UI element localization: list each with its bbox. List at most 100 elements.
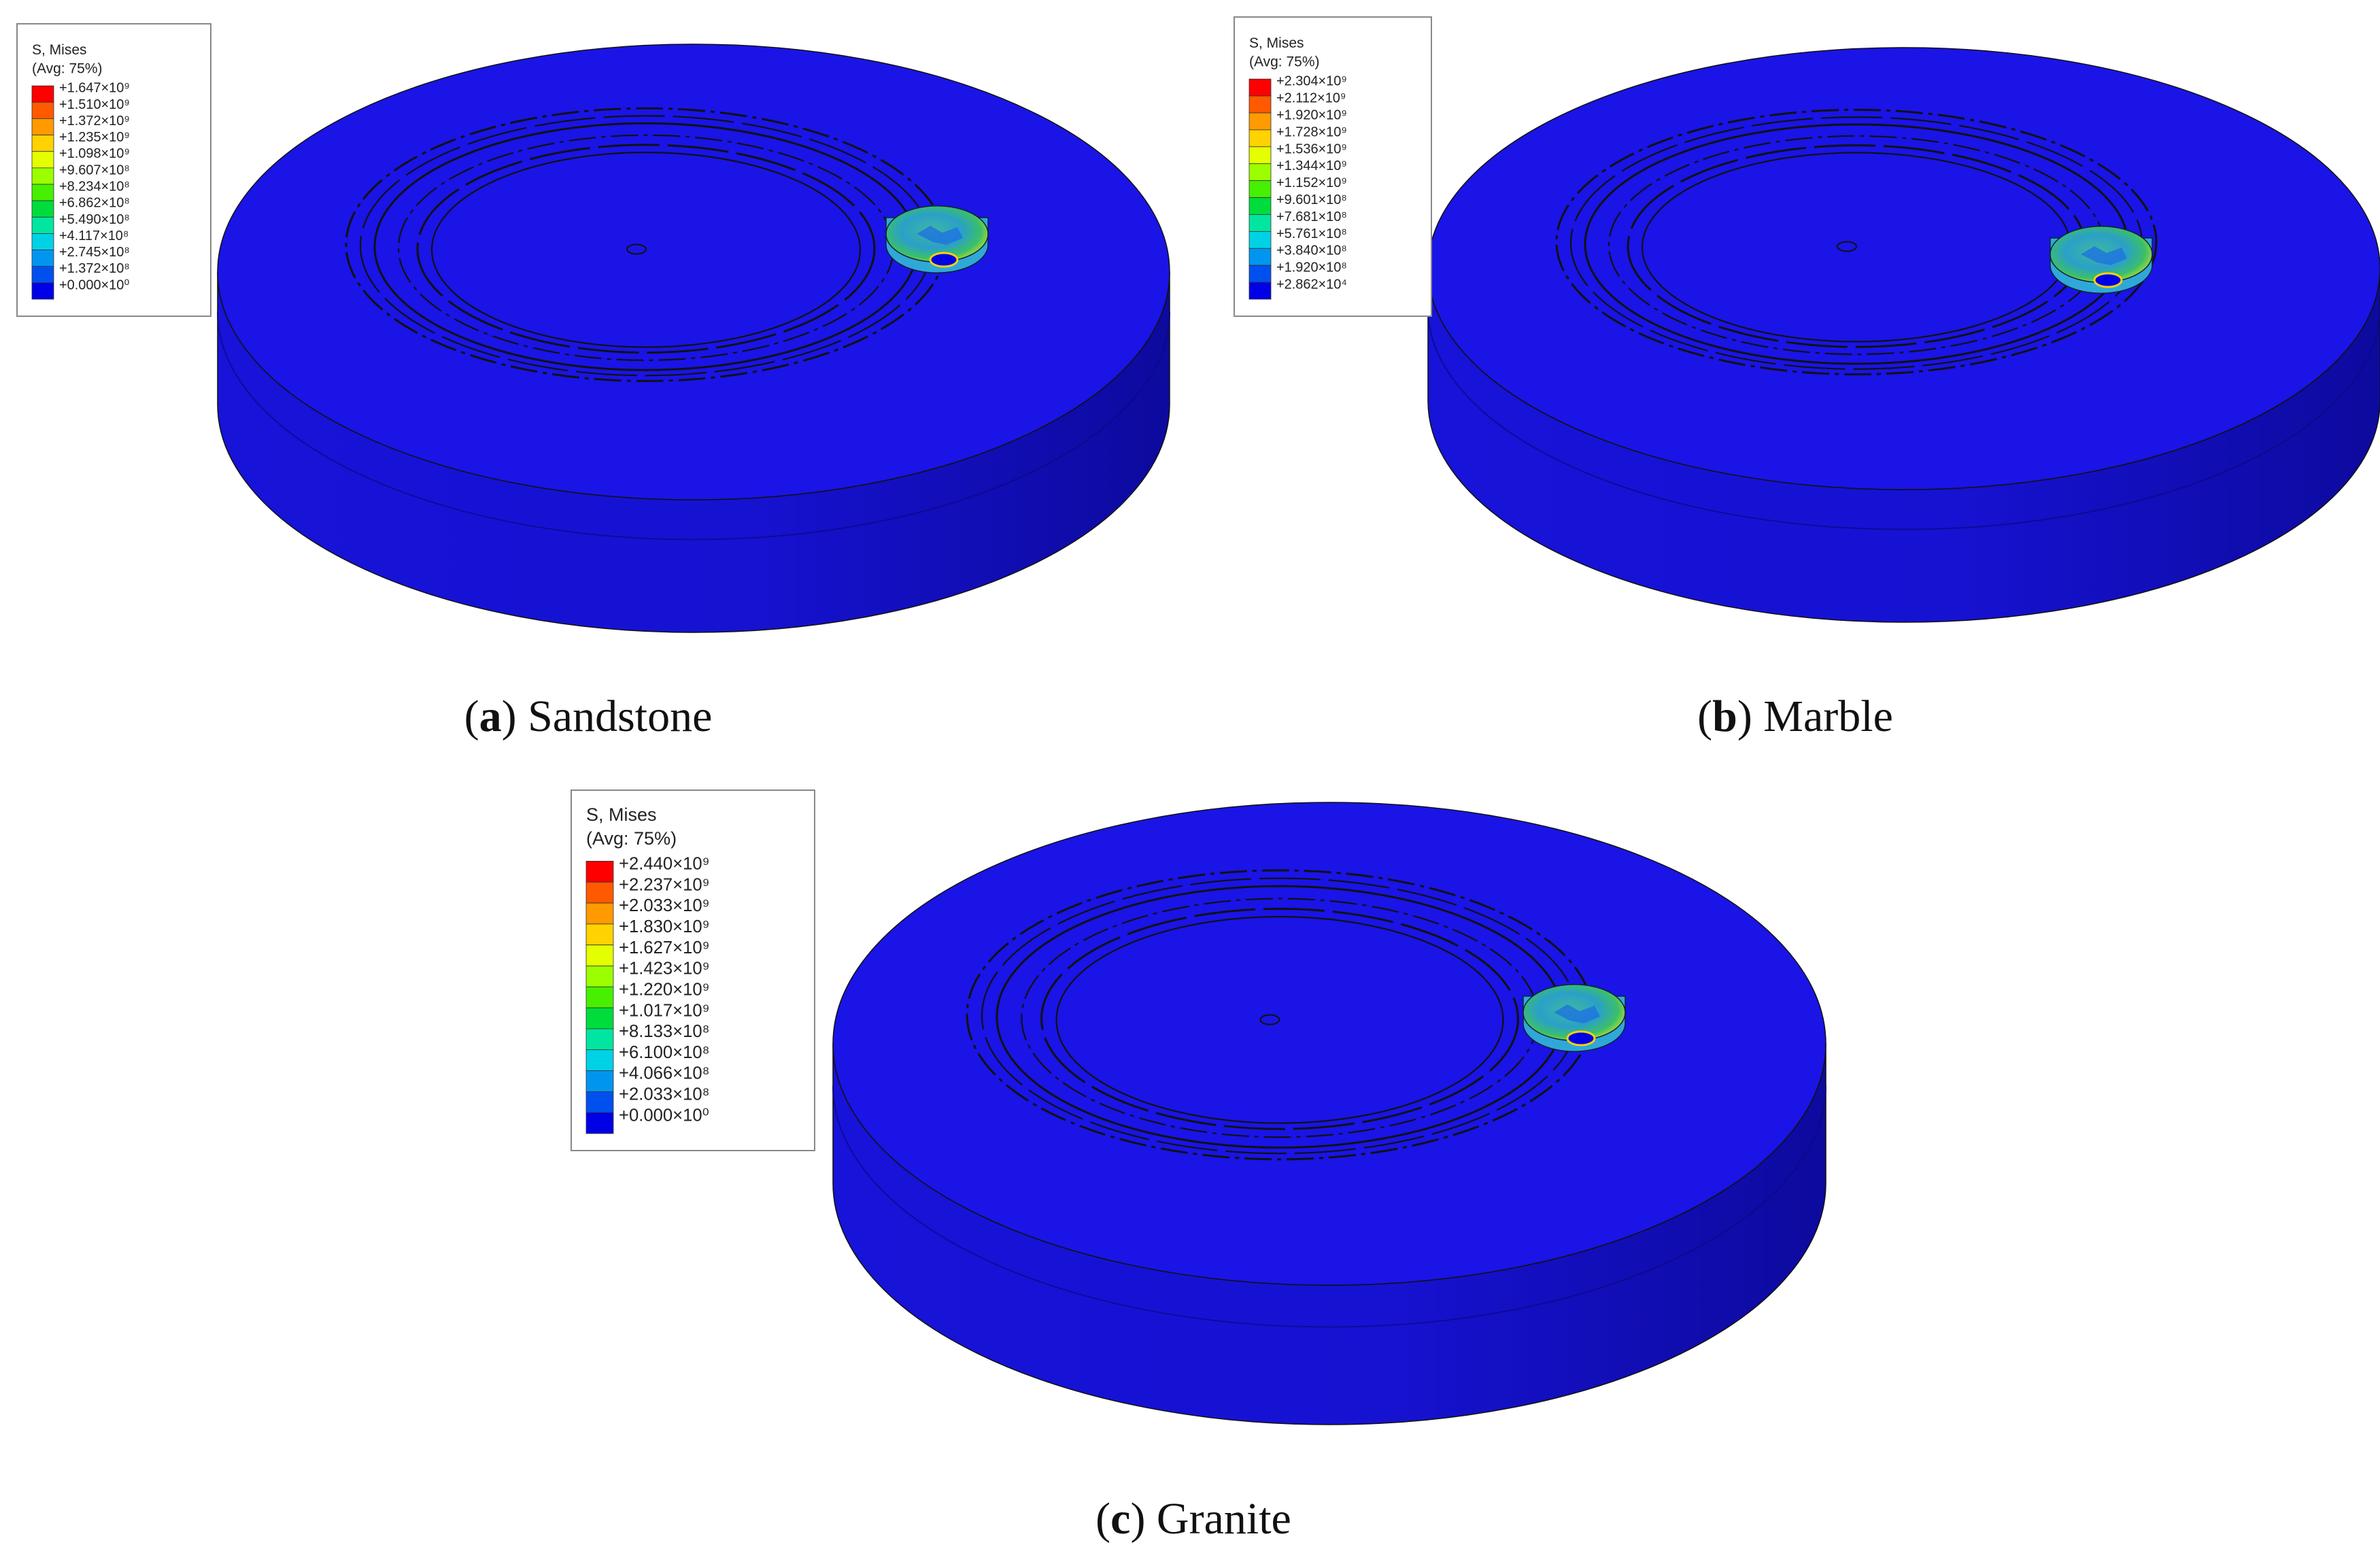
legend-swatch (585, 923, 614, 946)
legend-sandstone: S, Mises (Avg: 75%) +1.647×10⁹+1.510×10⁹ +1… (16, 23, 211, 317)
legend-value: +9.601×10⁸ (1276, 192, 1347, 207)
legend-swatch (1248, 248, 1272, 266)
disc-model-marble (1427, 47, 2380, 623)
legend-value: +1.728×10⁹ (1276, 124, 1347, 139)
legend-swatch (585, 1070, 614, 1092)
cutter-contact-zone (929, 252, 959, 268)
legend-value: +6.862×10⁸ (59, 196, 130, 211)
legend-subtitle: (Avg: 75%) (32, 61, 103, 76)
legend-value: +1.372×10⁸ (59, 261, 130, 276)
legend-subtitle: (Avg: 75%) (586, 828, 677, 849)
disc-seam-line (1427, 308, 2380, 530)
legend-swatch (31, 233, 54, 250)
legend-value: +2.440×10⁹ (619, 855, 710, 874)
legend-value: +5.490×10⁸ (59, 212, 130, 227)
legend-title: S, Mises (586, 804, 657, 825)
legend-swatch (31, 266, 54, 284)
legend-title: S, Mises (32, 42, 87, 58)
legend-value: +4.117×10⁸ (59, 228, 129, 243)
legend-value: +1.017×10⁹ (619, 1001, 710, 1020)
disc-center-mark (626, 243, 647, 255)
cutter-stress-patch (917, 226, 963, 245)
panel-sandstone: S, Mises (Avg: 75%) +1.647×10⁹+1.510×10⁹ +1… (16, 23, 1170, 741)
legend-swatch (31, 200, 54, 218)
legend-value: +2.033×10⁹ (619, 896, 710, 915)
panel-marble: S, Mises(Avg: 75%)+2.304×10⁹+2.112×10⁹+1… (1234, 16, 2380, 741)
legend-granite: S, Mises (Avg: 75%) +2.440×10⁹+2.237×10⁹ +2… (571, 789, 815, 1151)
legend-value: +2.237×10⁹ (619, 875, 710, 894)
legend-value: +1.372×10⁹ (59, 114, 130, 129)
legend-swatch (31, 250, 54, 267)
legend-swatch (585, 1091, 614, 1113)
legend-value: +1.235×10⁹ (59, 130, 130, 145)
legend-swatch (1248, 282, 1272, 300)
legend-value: +1.536×10⁹ (1276, 141, 1347, 156)
legend-marble: S, Mises(Avg: 75%)+2.304×10⁹+2.112×10⁹+1… (1234, 16, 1432, 317)
cutter-stress-patch (2081, 246, 2127, 265)
legend-swatch (585, 945, 614, 966)
legend-value: +2.862×10⁴ (1276, 277, 1347, 292)
legend-swatch (31, 184, 54, 201)
contour-ring (1555, 108, 2158, 376)
legend-value: +1.920×10⁹ (1276, 107, 1347, 122)
legend-swatch (1248, 146, 1272, 165)
legend-swatch (585, 986, 614, 1008)
legend-swatch (1248, 265, 1272, 283)
legend-value: +0.000×10⁰ (619, 1106, 709, 1125)
legend-value: +3.840×10⁸ (1276, 243, 1347, 258)
legend-value: +2.112×10⁹ (1276, 91, 1346, 106)
cutter-contour-sandstone (885, 205, 989, 273)
disc-seam-line (217, 311, 1170, 541)
legend-swatch (585, 1007, 614, 1030)
legend-swatch (1248, 95, 1272, 114)
legend-swatch (31, 282, 54, 300)
legend-value: +1.098×10⁹ (59, 146, 130, 161)
legend-subtitle: (Avg: 75%) (1249, 54, 1320, 69)
legend-value: +2.745×10⁸ (59, 245, 130, 260)
legend-swatch (1248, 197, 1272, 215)
cutter-contour-granite (1523, 984, 1626, 1052)
contour-ring (430, 151, 862, 348)
legend-value: +9.607×10⁸ (59, 163, 130, 177)
disc-center-mark (1259, 1014, 1280, 1025)
legend-swatch (1248, 129, 1272, 148)
legend-value: +1.627×10⁹ (619, 938, 710, 957)
legend-value: +1.647×10⁹ (59, 81, 130, 96)
legend-swatch (585, 861, 614, 883)
legend-swatch (1248, 231, 1272, 249)
cutter-contour-marble (2050, 226, 2153, 294)
legend-value: +5.761×10⁸ (1276, 226, 1347, 241)
legend-swatch (1248, 112, 1272, 131)
legend-swatch (585, 966, 614, 987)
legend-swatch (1248, 180, 1272, 198)
caption-granite: (c) Granite (1095, 1494, 1291, 1544)
disc-seam-line (832, 1085, 1826, 1328)
legend-swatch (585, 1049, 614, 1071)
contour-ring (1040, 908, 1519, 1130)
contour-ring (1055, 916, 1504, 1124)
legend-swatch (31, 118, 54, 136)
legend-value: +1.920×10⁸ (1276, 260, 1347, 275)
disc-top-face (832, 802, 1826, 1286)
legend-swatch (1248, 78, 1272, 97)
caption-marble: (b) Marble (1697, 692, 1893, 741)
panel-granite: S, Mises (Avg: 75%) +2.440×10⁹+2.237×10⁹ +2… (571, 789, 1826, 1544)
legend-value: +7.681×10⁸ (1276, 209, 1347, 224)
legend-value: +1.423×10⁹ (619, 959, 710, 979)
disc-model-sandstone (217, 44, 1170, 633)
legend-value: +1.510×10⁹ (59, 97, 130, 112)
legend-value: +1.344×10⁹ (1276, 158, 1347, 173)
cutter-contact-zone (1566, 1030, 1596, 1047)
legend-value: +1.152×10⁹ (1276, 175, 1347, 190)
legend-swatch (1248, 214, 1272, 232)
legend-swatch (1248, 163, 1272, 182)
disc-top-face (217, 44, 1170, 500)
legend-value: +1.220×10⁹ (619, 980, 710, 999)
legend-value: +8.234×10⁸ (59, 179, 130, 194)
legend-title: S, Mises (1249, 35, 1304, 51)
legend-value: +4.066×10⁸ (619, 1064, 709, 1083)
cutter-contact-zone (2093, 272, 2123, 288)
legend-swatch (585, 902, 614, 925)
legend-swatch (31, 135, 54, 152)
